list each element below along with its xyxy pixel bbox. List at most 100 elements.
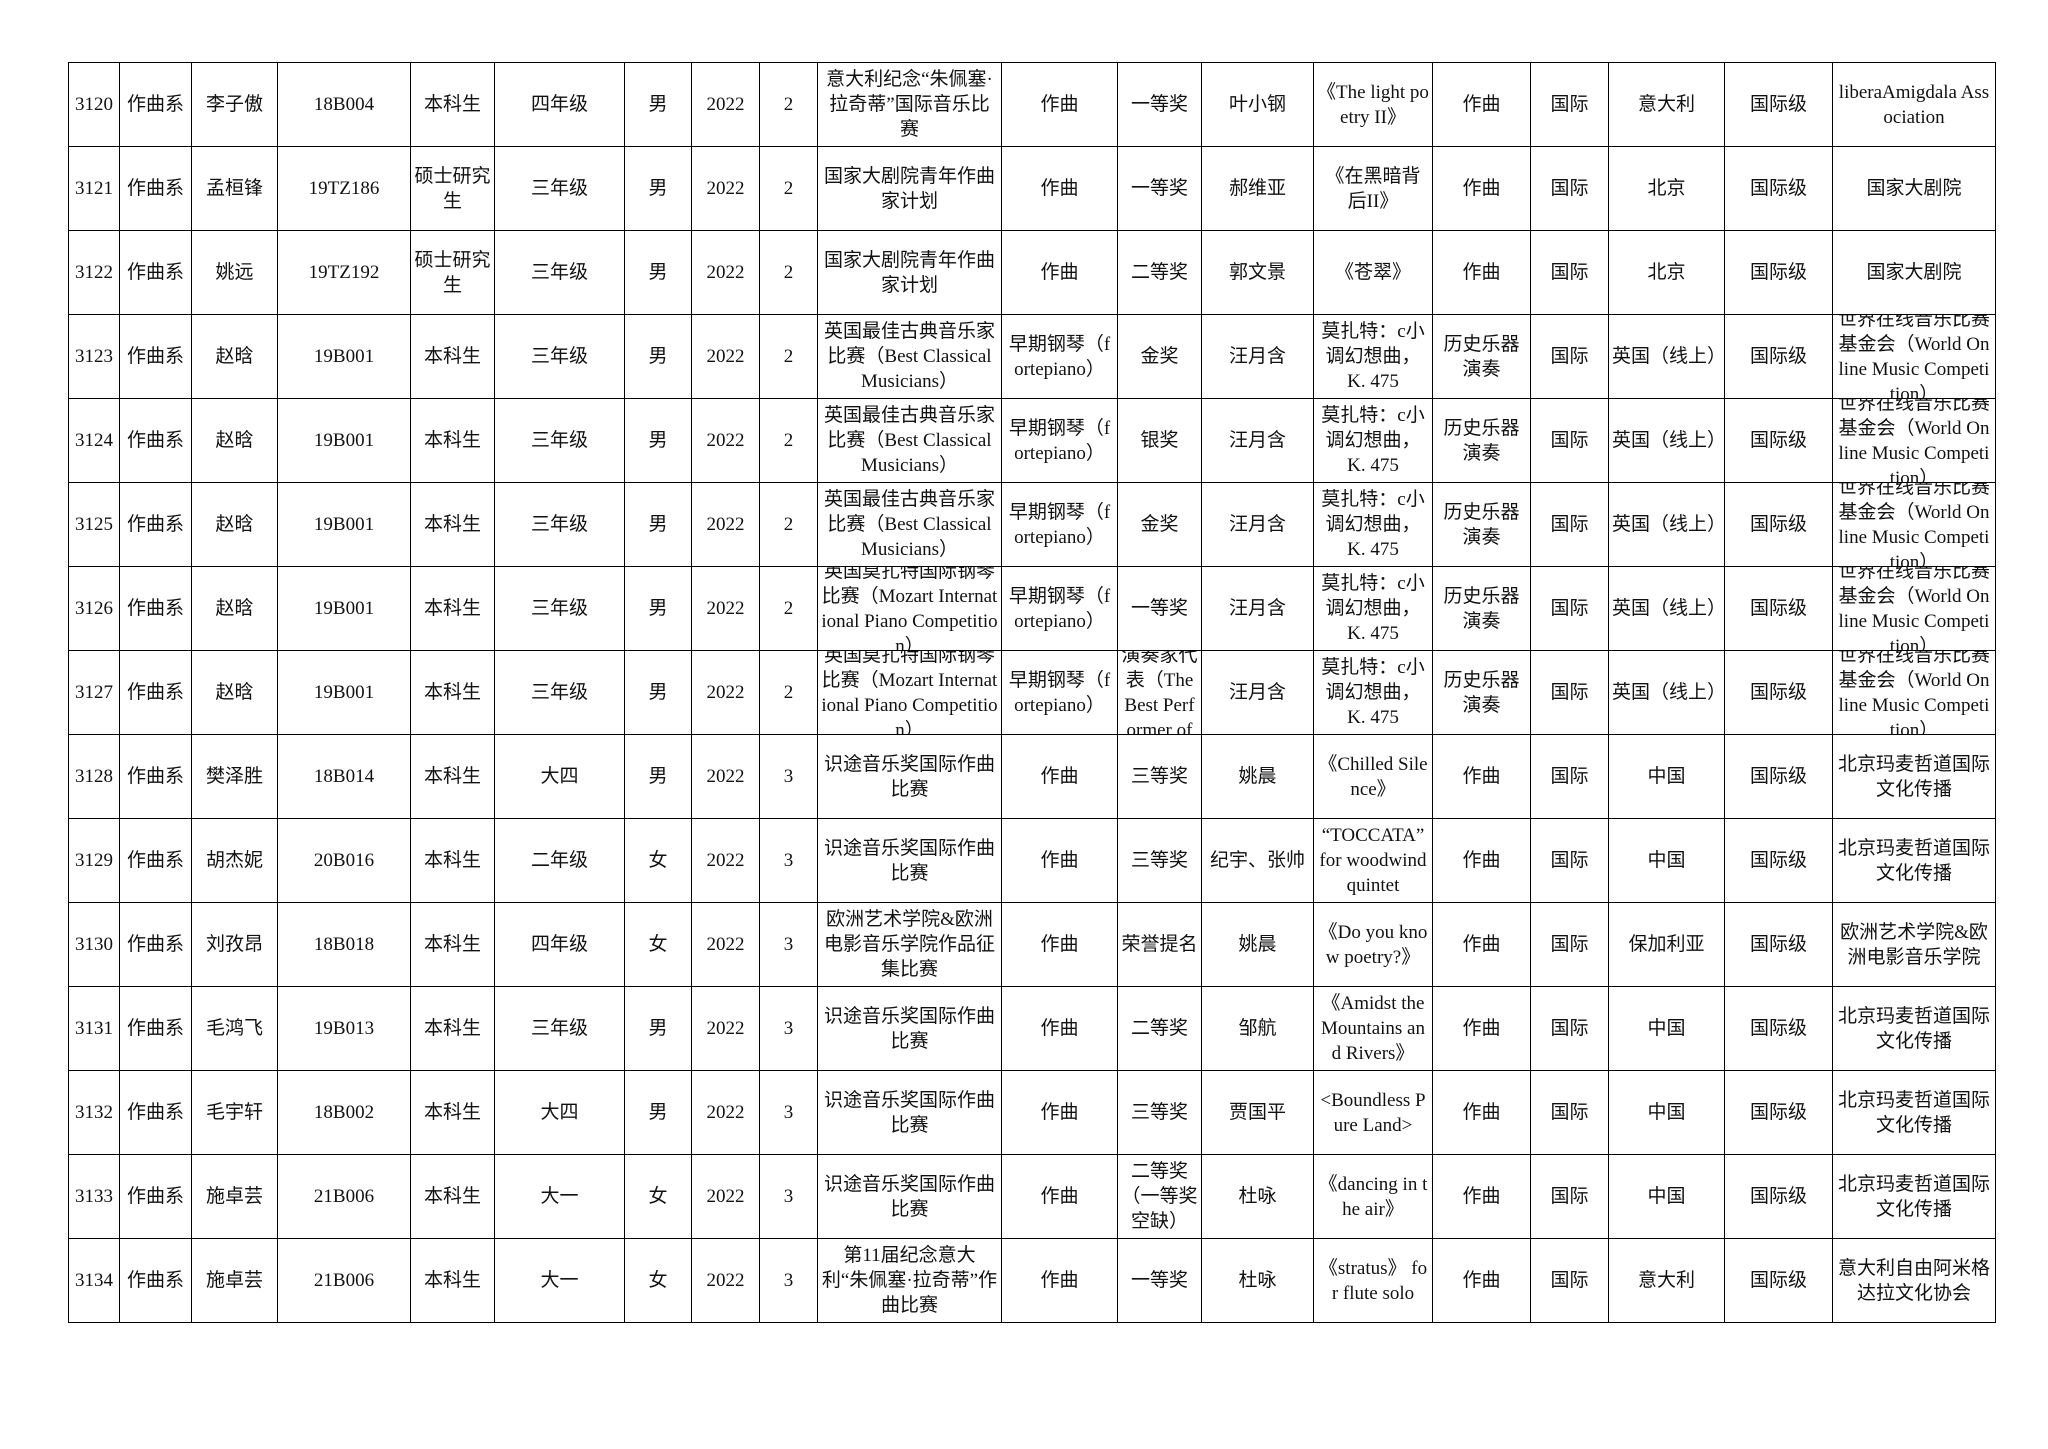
- field: 历史乐器演奏: [1443, 501, 1520, 548]
- year: 2022: [706, 430, 745, 451]
- organizer: liberaAmigdala Association: [1838, 81, 1990, 128]
- scope: 国际: [1550, 850, 1589, 871]
- table-cell: 北京玛麦哲道国际文化传播: [1832, 1070, 1996, 1155]
- table-cell: 作曲: [1001, 230, 1118, 315]
- table-cell: 世界在线音乐比赛基金会（World Online Music Competiti…: [1832, 314, 1996, 399]
- organizer: 世界在线音乐比赛基金会（World Online Music Competiti…: [1837, 567, 1990, 650]
- table-cell: 中国: [1608, 1154, 1725, 1239]
- work-title: <Boundless Pure Land>: [1320, 1089, 1426, 1136]
- table-cell: liberaAmigdala Association: [1832, 62, 1996, 147]
- term: 2: [783, 346, 794, 367]
- term: 2: [783, 262, 794, 283]
- location: 中国: [1647, 850, 1686, 871]
- degree: 本科生: [423, 1102, 481, 1123]
- table-cell: 作曲: [1432, 1070, 1531, 1155]
- gender: 男: [648, 178, 668, 199]
- year: 2022: [706, 1186, 745, 1207]
- award: 一等奖: [1130, 598, 1188, 619]
- scope: 国际: [1550, 514, 1589, 535]
- level: 国际级: [1749, 598, 1807, 619]
- table-cell: 2022: [691, 1154, 760, 1239]
- table-cell: 作曲: [1432, 986, 1531, 1071]
- table-cell: 国际: [1530, 902, 1609, 987]
- table-row: 3132 作曲系 毛宇轩 18B002 本科生 大四 男 2022 3 识途音乐奖国际作曲比赛 作曲…: [68, 1070, 1996, 1155]
- location: 意大利: [1637, 1270, 1695, 1291]
- field: 作曲: [1462, 262, 1501, 283]
- serial: 3131: [75, 1018, 113, 1039]
- table-row: 3124 作曲系 赵晗 19B001 本科生 三年级 男 2022 2 英国最佳古典音乐家比赛（B…: [68, 398, 1996, 483]
- year: 2022: [706, 262, 745, 283]
- table-cell: 汪月含: [1201, 314, 1314, 399]
- table-cell: 北京: [1608, 230, 1725, 315]
- department: 作曲系: [126, 430, 184, 451]
- competition: 识途音乐奖国际作曲比赛: [823, 1089, 995, 1136]
- table-cell: 保加利亚: [1608, 902, 1725, 987]
- location: 中国: [1647, 1186, 1686, 1207]
- organizer: 北京玛麦哲道国际文化传播: [1837, 1173, 1990, 1220]
- serial: 3124: [75, 430, 113, 451]
- table-cell: 意大利: [1608, 1238, 1725, 1323]
- table-cell: 第11届纪念意大利“朱佩塞·拉奇蒂”作曲比赛: [817, 1238, 1002, 1323]
- table-cell: 国际级: [1724, 398, 1833, 483]
- gender: 男: [648, 598, 668, 619]
- table-cell: 三年级: [494, 230, 625, 315]
- degree: 本科生: [423, 94, 481, 115]
- table-cell: 20B016: [277, 818, 411, 903]
- table-cell: 三年级: [494, 398, 625, 483]
- table-cell: 三年级: [494, 986, 625, 1071]
- table-cell: 李子傲: [191, 62, 278, 147]
- table-cell: 一等奖: [1117, 62, 1202, 147]
- table-cell: 国际级: [1724, 650, 1833, 735]
- student-name: 赵晗: [215, 514, 254, 535]
- table-cell: 作曲系: [119, 734, 192, 819]
- student-name: 施卓芸: [205, 1270, 263, 1291]
- student-id: 20B016: [313, 850, 375, 871]
- scope: 国际: [1550, 1018, 1589, 1039]
- table-cell: 3132: [68, 1070, 120, 1155]
- category: 作曲: [1040, 766, 1079, 787]
- level: 国际级: [1749, 346, 1807, 367]
- field: 作曲: [1462, 934, 1501, 955]
- advisor: 纪宇、张帅: [1209, 850, 1305, 871]
- table-cell: 3: [759, 986, 818, 1071]
- table-cell: 作曲: [1432, 230, 1531, 315]
- gender: 女: [648, 850, 668, 871]
- category: 作曲: [1040, 94, 1079, 115]
- table-cell: 作曲系: [119, 1238, 192, 1323]
- serial: 3126: [75, 598, 113, 619]
- table-cell: 国际: [1530, 314, 1609, 399]
- award: 中国最佳演奏家代表（The Best Performer of China）: [1121, 651, 1198, 734]
- table-cell: 作曲: [1432, 734, 1531, 819]
- table-cell: 一等奖: [1117, 146, 1202, 231]
- student-id: 18B004: [313, 94, 375, 115]
- table-cell: 大一: [494, 1238, 625, 1323]
- competition: 英国莫扎特国际钢琴比赛（Mozart International Piano C…: [821, 567, 998, 650]
- serial: 3132: [75, 1102, 113, 1123]
- table-cell: 2022: [691, 1238, 760, 1323]
- field: 历史乐器演奏: [1443, 417, 1520, 464]
- table-row: 3126 作曲系 赵晗 19B001 本科生 三年级 男 2022 2 英国莫扎特国际钢琴比赛（M…: [68, 566, 1996, 651]
- location: 英国（线上）: [1612, 514, 1724, 535]
- degree: 本科生: [423, 766, 481, 787]
- table-row: 3122 作曲系 姚远 19TZ192 硕士研究生 三年级 男 2022 2 国家大剧院青年作曲家…: [68, 230, 1996, 315]
- table-cell: 荣誉提名: [1117, 902, 1202, 987]
- scope: 国际: [1550, 430, 1589, 451]
- competition: 第11届纪念意大利“朱佩塞·拉奇蒂”作曲比赛: [821, 1245, 998, 1316]
- category: 作曲: [1040, 262, 1079, 283]
- advisor: 杜咏: [1238, 1270, 1277, 1291]
- student-id: 21B006: [313, 1186, 375, 1207]
- table-cell: 《stratus》 for flute solo: [1313, 1238, 1433, 1323]
- table-row: 3129 作曲系 胡杰妮 20B016 本科生 二年级 女 2022 3 识途音乐奖国际作曲比赛 作…: [68, 818, 1996, 903]
- table-cell: 作曲系: [119, 146, 192, 231]
- table-cell: 国际级: [1724, 1070, 1833, 1155]
- advisor: 邹航: [1238, 1018, 1277, 1039]
- table-cell: 世界在线音乐比赛基金会（World Online Music Competiti…: [1832, 566, 1996, 651]
- degree: 本科生: [423, 430, 481, 451]
- work-title: 莫扎特：c小调幻想曲，K. 475: [1321, 489, 1425, 560]
- table-cell: 本科生: [410, 902, 495, 987]
- table-cell: 作曲: [1432, 146, 1531, 231]
- organizer: 国家大剧院: [1866, 178, 1962, 199]
- grade: 大四: [540, 1102, 579, 1123]
- table-cell: 三等奖: [1117, 818, 1202, 903]
- work-title: 《Chilled Silence》: [1318, 753, 1428, 800]
